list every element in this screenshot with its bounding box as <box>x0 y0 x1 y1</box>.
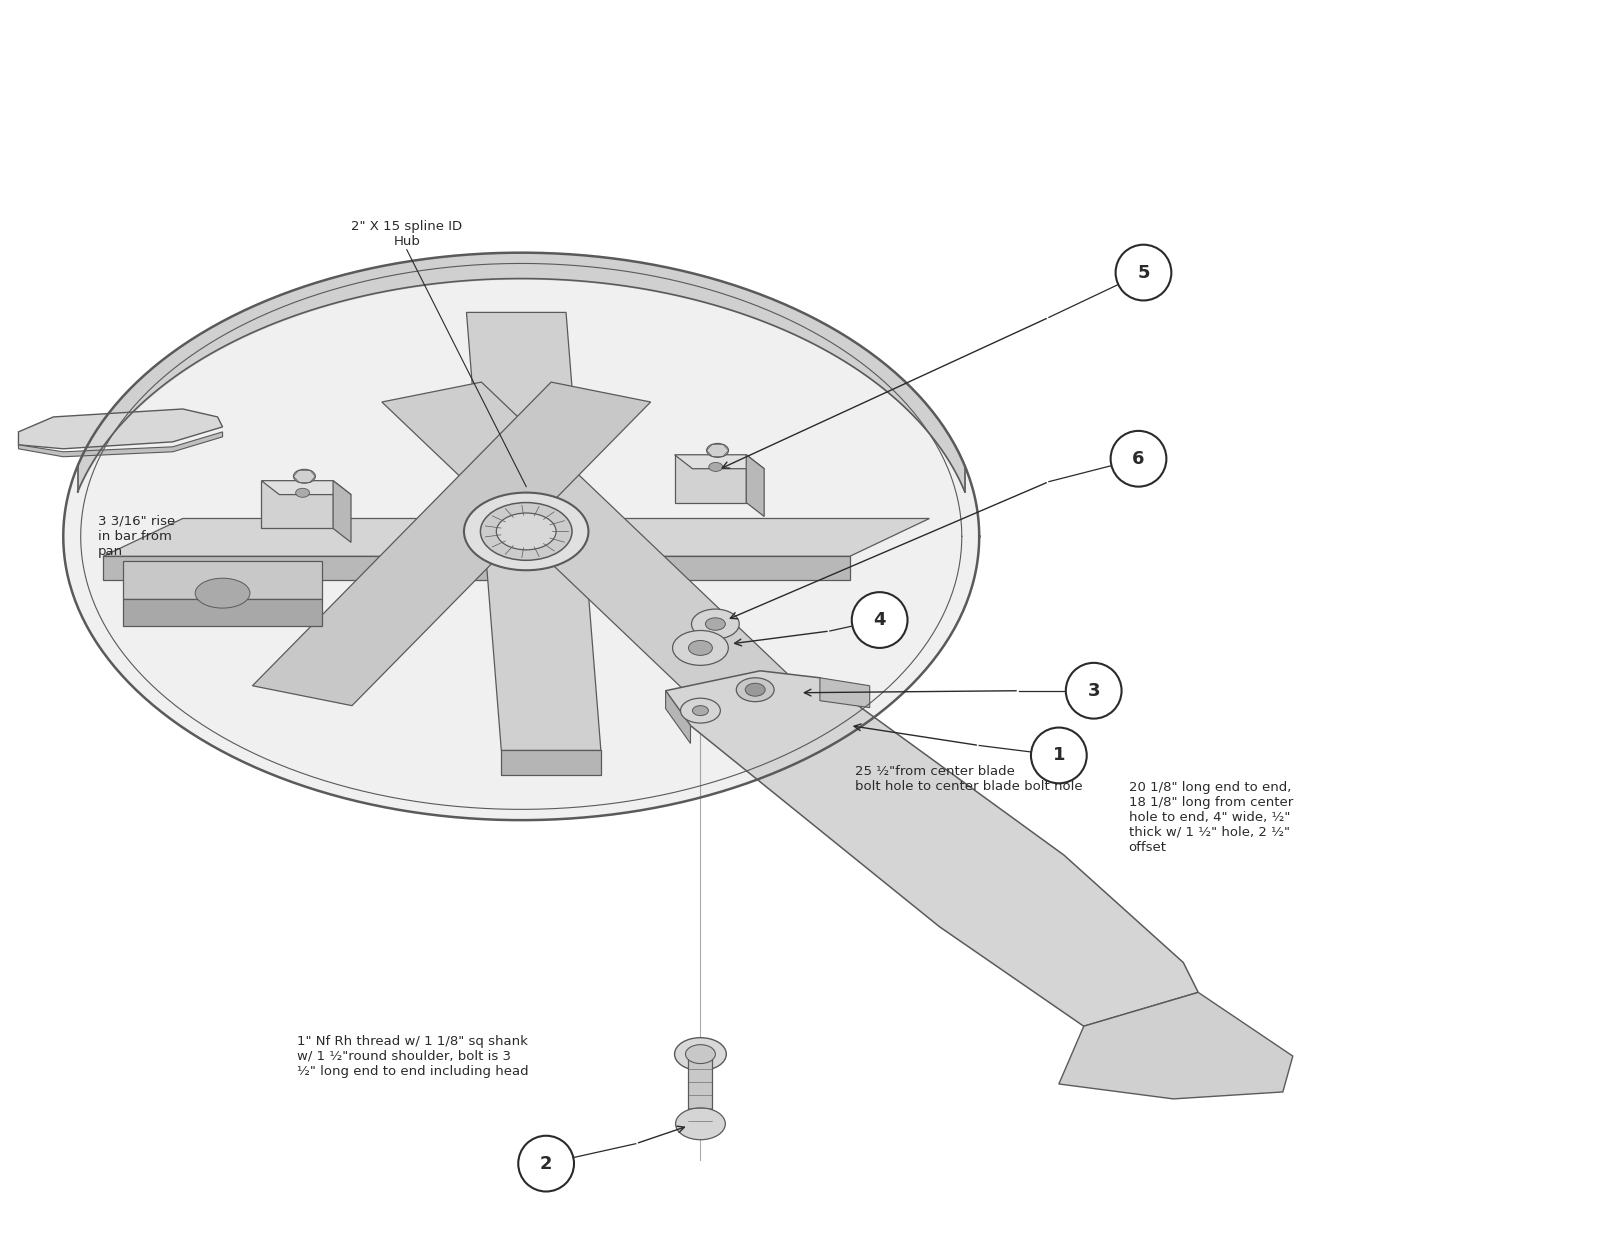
Ellipse shape <box>709 462 723 471</box>
Polygon shape <box>19 432 222 457</box>
Ellipse shape <box>464 492 589 570</box>
Polygon shape <box>64 252 979 820</box>
Polygon shape <box>333 481 350 543</box>
Polygon shape <box>261 481 333 529</box>
Polygon shape <box>501 750 602 775</box>
Ellipse shape <box>746 683 765 696</box>
Ellipse shape <box>496 512 557 550</box>
Circle shape <box>1066 663 1122 718</box>
Ellipse shape <box>680 698 720 723</box>
Polygon shape <box>701 686 800 731</box>
Text: 2: 2 <box>539 1154 552 1173</box>
Ellipse shape <box>693 706 709 716</box>
Ellipse shape <box>480 502 573 560</box>
Text: 3: 3 <box>1088 682 1099 700</box>
Ellipse shape <box>293 470 315 484</box>
Ellipse shape <box>685 1045 715 1064</box>
Polygon shape <box>123 561 322 599</box>
Ellipse shape <box>707 443 728 457</box>
Polygon shape <box>675 455 765 468</box>
Text: 4: 4 <box>874 610 886 629</box>
Polygon shape <box>1059 992 1293 1099</box>
Circle shape <box>851 592 907 648</box>
Polygon shape <box>102 519 930 556</box>
Text: 25 ½"from center blade
bolt hole to center blade bolt hole: 25 ½"from center blade bolt hole to cent… <box>854 765 1082 794</box>
Ellipse shape <box>736 678 774 702</box>
Ellipse shape <box>672 631 728 666</box>
FancyBboxPatch shape <box>688 1051 712 1125</box>
Ellipse shape <box>195 578 250 608</box>
Polygon shape <box>382 382 800 706</box>
Text: 3 3/16" rise
in bar from
pan: 3 3/16" rise in bar from pan <box>98 515 176 558</box>
Text: 1" Nf Rh thread w/ 1 1/8" sq shank
w/ 1 ½"round shoulder, bolt is 3
½" long end : 1" Nf Rh thread w/ 1 1/8" sq shank w/ 1 … <box>298 1035 530 1078</box>
Polygon shape <box>123 599 322 625</box>
Ellipse shape <box>688 641 712 656</box>
Polygon shape <box>675 455 746 502</box>
Ellipse shape <box>675 1037 726 1070</box>
Ellipse shape <box>691 609 739 639</box>
Circle shape <box>1110 431 1166 486</box>
Text: 2" X 15 spline ID
Hub: 2" X 15 spline ID Hub <box>350 220 462 247</box>
Ellipse shape <box>706 618 725 631</box>
Circle shape <box>1030 727 1086 784</box>
Polygon shape <box>666 671 1198 1026</box>
Polygon shape <box>819 678 870 707</box>
Circle shape <box>518 1135 574 1192</box>
Polygon shape <box>102 556 850 580</box>
Ellipse shape <box>675 1108 725 1139</box>
Text: 1: 1 <box>1053 746 1066 765</box>
Polygon shape <box>467 313 602 750</box>
Polygon shape <box>19 409 222 448</box>
Text: 6: 6 <box>1133 450 1144 467</box>
Polygon shape <box>666 691 691 744</box>
Polygon shape <box>253 382 651 706</box>
Circle shape <box>1115 245 1171 300</box>
Text: 5: 5 <box>1138 264 1150 281</box>
Ellipse shape <box>296 489 309 497</box>
Text: 20 1/8" long end to end,
18 1/8" long from center
hole to end, 4" wide, ½"
thick: 20 1/8" long end to end, 18 1/8" long fr… <box>1128 781 1293 854</box>
Polygon shape <box>746 455 765 516</box>
Polygon shape <box>261 481 350 495</box>
